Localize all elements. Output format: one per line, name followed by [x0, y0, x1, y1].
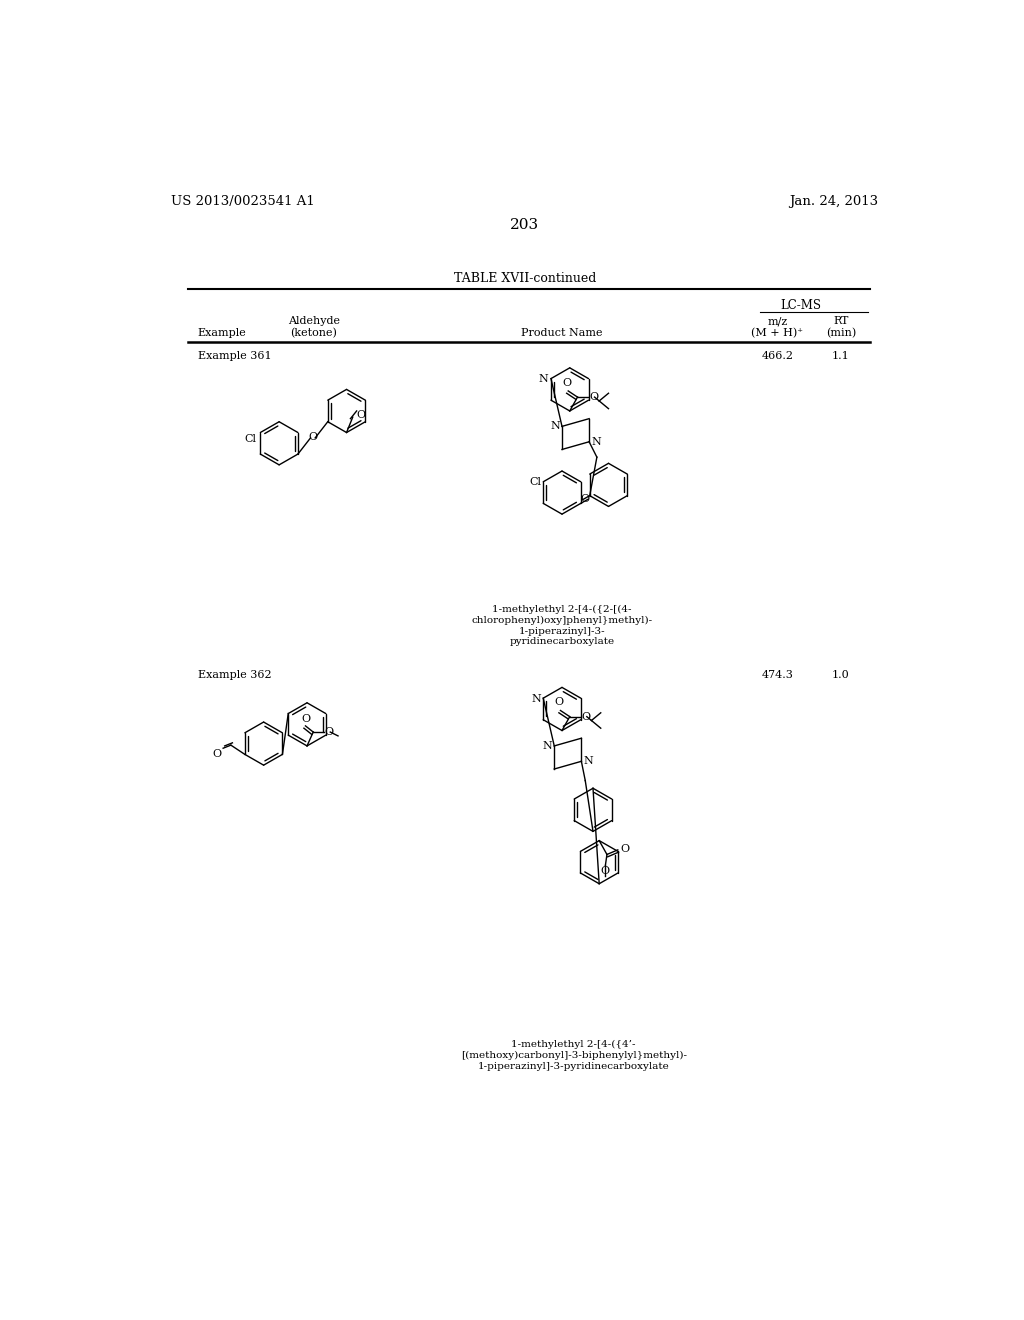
- Text: chlorophenyl)oxy]phenyl}methyl)-: chlorophenyl)oxy]phenyl}methyl)-: [471, 615, 652, 624]
- Text: O: O: [325, 727, 334, 737]
- Text: m/z: m/z: [767, 317, 787, 326]
- Text: Example 361: Example 361: [198, 351, 271, 360]
- Text: O: O: [212, 748, 221, 759]
- Text: Jan. 24, 2013: Jan. 24, 2013: [790, 195, 879, 209]
- Text: Cl: Cl: [245, 434, 256, 444]
- Text: N: N: [531, 694, 541, 704]
- Text: O: O: [581, 494, 590, 504]
- Text: Example: Example: [198, 327, 247, 338]
- Text: 474.3: 474.3: [762, 671, 794, 680]
- Text: TABLE XVII-continued: TABLE XVII-continued: [454, 272, 596, 285]
- Text: O: O: [301, 714, 310, 723]
- Text: O: O: [562, 378, 571, 388]
- Text: O: O: [356, 409, 366, 420]
- Text: (min): (min): [826, 327, 856, 338]
- Text: Product Name: Product Name: [521, 327, 603, 338]
- Text: O: O: [308, 432, 317, 442]
- Text: 1-methylethyl 2-[4-({4’-: 1-methylethyl 2-[4-({4’-: [511, 1040, 636, 1049]
- Text: Example 362: Example 362: [198, 671, 271, 680]
- Text: LC-MS: LC-MS: [780, 298, 821, 312]
- Text: Aldehyde: Aldehyde: [288, 317, 340, 326]
- Text: 1-piperazinyl]-3-: 1-piperazinyl]-3-: [519, 627, 605, 635]
- Text: N: N: [539, 375, 549, 384]
- Text: (ketone): (ketone): [291, 327, 338, 338]
- Text: N: N: [592, 437, 601, 446]
- Text: 466.2: 466.2: [762, 351, 794, 360]
- Text: US 2013/0023541 A1: US 2013/0023541 A1: [171, 195, 314, 209]
- Text: RT: RT: [834, 317, 849, 326]
- Text: N: N: [543, 741, 553, 751]
- Text: [(methoxy)carbonyl]-3-biphenylyl}methyl)-: [(methoxy)carbonyl]-3-biphenylyl}methyl)…: [461, 1051, 687, 1060]
- Text: Cl: Cl: [528, 477, 541, 487]
- Text: O: O: [554, 697, 563, 708]
- Text: 1.1: 1.1: [833, 351, 850, 360]
- Text: 1-methylethyl 2-[4-({2-[(4-: 1-methylethyl 2-[4-({2-[(4-: [493, 605, 632, 614]
- Text: pyridinecarboxylate: pyridinecarboxylate: [509, 638, 614, 647]
- Text: N: N: [584, 756, 594, 767]
- Text: O: O: [589, 392, 598, 403]
- Text: 203: 203: [510, 218, 540, 232]
- Text: N: N: [551, 421, 560, 432]
- Text: (M + H)⁺: (M + H)⁺: [752, 327, 804, 338]
- Text: O: O: [600, 866, 609, 876]
- Text: 1.0: 1.0: [833, 671, 850, 680]
- Text: 1-piperazinyl]-3-pyridinecarboxylate: 1-piperazinyl]-3-pyridinecarboxylate: [478, 1061, 670, 1071]
- Text: O: O: [621, 843, 630, 854]
- Text: O: O: [582, 711, 591, 722]
